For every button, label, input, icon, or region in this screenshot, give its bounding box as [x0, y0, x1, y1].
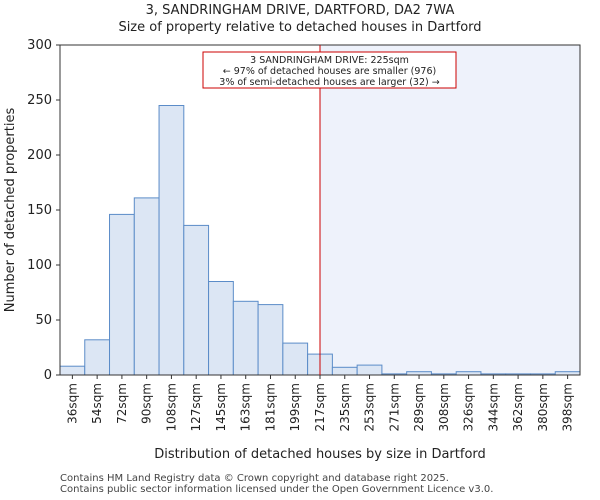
bar-54sqm [84, 339, 111, 376]
highlight-region [320, 45, 580, 375]
x-tick-label: 145sqm [214, 383, 228, 431]
bar-90sqm [133, 197, 160, 376]
bar-36sqm [59, 365, 86, 376]
bar-253sqm [356, 364, 383, 376]
x-tick-label: 90sqm [140, 383, 154, 424]
x-tick-label: 163sqm [239, 383, 253, 431]
x-tick-label: 181sqm [263, 383, 277, 431]
x-tick-label: 289sqm [412, 383, 426, 431]
x-tick-label: 217sqm [313, 383, 327, 431]
bar-72sqm [109, 213, 135, 376]
x-tick-label: 326sqm [462, 383, 476, 431]
x-tick-label: 108sqm [164, 383, 178, 431]
x-tick-label: 380sqm [536, 383, 550, 431]
bar-199sqm [282, 342, 309, 376]
footer-licence: Contains public sector information licen… [60, 484, 494, 495]
x-axis-label: Distribution of detached houses by size … [154, 447, 486, 462]
bar-163sqm [232, 300, 259, 376]
bar-181sqm [257, 304, 284, 376]
y-tick-label: 250 [27, 93, 52, 108]
annotation-line-3: 3% of semi-detached houses are larger (3… [219, 77, 439, 88]
footer-copyright: Contains HM Land Registry data © Crown c… [60, 473, 449, 484]
annotation-line-2: ← 97% of detached houses are smaller (97… [223, 66, 436, 77]
x-tick-label: 36sqm [65, 383, 79, 424]
y-tick-label: 50 [35, 313, 52, 328]
x-tick-label: 271sqm [387, 383, 401, 431]
x-tick-label: 398sqm [561, 383, 575, 431]
annotation-box [202, 51, 457, 89]
x-tick-label: 72sqm [115, 383, 129, 424]
chart-title: 3, SANDRINGHAM DRIVE, DARTFORD, DA2 7WA [145, 3, 455, 18]
x-tick-label: 127sqm [189, 383, 203, 431]
bar-235sqm [331, 366, 358, 376]
bar-127sqm [183, 224, 210, 376]
y-axis-label: Number of detached properties [3, 108, 18, 313]
bar-108sqm [158, 105, 185, 376]
x-tick-label: 344sqm [486, 383, 500, 431]
x-tick-label: 54sqm [90, 383, 104, 424]
x-tick-label: 308sqm [437, 383, 451, 431]
y-tick-label: 200 [27, 148, 52, 163]
y-tick-label: 0 [44, 368, 52, 383]
x-tick-label: 199sqm [288, 383, 302, 431]
y-tick-label: 300 [27, 38, 52, 53]
y-tick-label: 150 [27, 203, 52, 218]
x-tick-label: 253sqm [363, 383, 377, 431]
annotation-line-1: 3 SANDRINGHAM DRIVE: 225sqm [250, 55, 409, 66]
x-tick-label: 362sqm [511, 383, 525, 431]
y-tick-label: 100 [27, 258, 52, 273]
chart-subtitle: Size of property relative to detached ho… [118, 20, 482, 35]
x-tick-label: 235sqm [338, 383, 352, 431]
bar-145sqm [208, 281, 234, 376]
